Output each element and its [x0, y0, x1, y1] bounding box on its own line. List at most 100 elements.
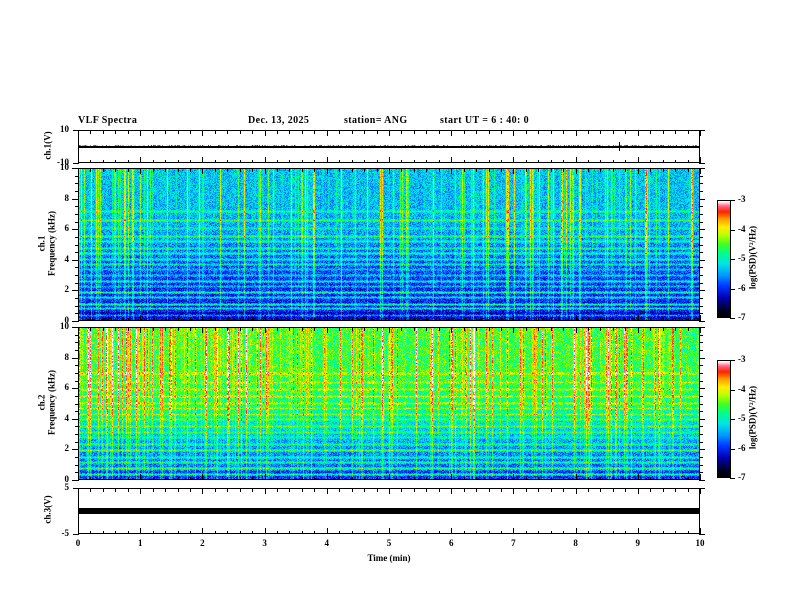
ytick-label: 4 — [64, 253, 70, 264]
y-tick — [74, 457, 78, 458]
x-tick — [438, 130, 440, 134]
x-tick — [650, 488, 652, 492]
x-tick — [687, 317, 689, 321]
panel-ylabel-channel: ch.1 — [36, 235, 47, 251]
y-tick — [699, 321, 705, 322]
x-tick — [351, 327, 353, 331]
y-tick — [699, 176, 703, 177]
x-tick — [252, 488, 254, 492]
x-tick — [289, 168, 291, 172]
x-tick — [413, 476, 415, 480]
x-tick — [314, 488, 316, 492]
x-tick — [314, 159, 316, 163]
x-tick — [426, 530, 428, 534]
x-tick — [364, 168, 366, 172]
x-tick — [376, 488, 378, 492]
x-tick — [500, 130, 502, 134]
y-tick — [74, 176, 78, 177]
x-tick — [189, 488, 191, 492]
y-tick — [74, 283, 78, 284]
colorbar-tick — [730, 200, 735, 201]
x-tick — [451, 130, 453, 136]
y-tick — [699, 404, 703, 405]
x-tick — [78, 168, 79, 174]
xtick-label: 3 — [262, 538, 267, 548]
x-tick — [401, 130, 403, 134]
x-tick — [277, 327, 279, 331]
figure-start-ut: start UT = 6 : 40: 0 — [440, 115, 530, 126]
x-tick — [301, 327, 303, 331]
x-tick — [451, 315, 453, 321]
x-tick — [451, 168, 453, 174]
x-tick — [326, 528, 328, 534]
x-tick — [637, 528, 639, 534]
x-tick — [165, 317, 167, 321]
colorbar-ch1-label: log(PSD)(V²/Hz) — [747, 225, 758, 290]
ytick-label: 2 — [64, 443, 70, 454]
x-tick — [289, 317, 291, 321]
x-tick — [90, 476, 92, 480]
x-tick — [339, 168, 341, 172]
y-tick — [74, 365, 78, 366]
x-tick — [364, 130, 366, 134]
x-tick — [438, 530, 440, 534]
x-tick — [351, 168, 353, 172]
x-tick — [264, 157, 266, 163]
x-tick — [252, 159, 254, 163]
x-tick — [637, 474, 639, 480]
y-tick — [699, 457, 703, 458]
x-tick — [277, 317, 279, 321]
x-tick — [563, 130, 565, 134]
x-tick — [127, 130, 129, 134]
x-tick — [389, 168, 390, 174]
x-tick — [214, 130, 216, 134]
x-tick — [177, 530, 179, 534]
y-tick — [74, 381, 78, 382]
x-tick — [376, 476, 378, 480]
x-tick — [78, 327, 79, 333]
y-tick — [72, 199, 78, 200]
xtick-label: 1 — [137, 538, 143, 548]
x-tick — [438, 168, 440, 172]
y-tick — [699, 442, 703, 443]
x-tick — [115, 130, 117, 134]
y-tick — [699, 342, 703, 343]
x-tick — [202, 130, 204, 136]
x-tick — [588, 130, 590, 134]
x-tick — [326, 327, 328, 333]
x-tick — [376, 317, 378, 321]
x-tick — [588, 168, 590, 172]
y-tick — [699, 283, 703, 284]
x-tick — [500, 317, 502, 321]
x-tick — [563, 159, 565, 163]
x-tick — [687, 488, 689, 492]
x-tick — [389, 327, 390, 333]
x-tick — [239, 327, 241, 331]
x-tick — [426, 327, 428, 331]
x-tick — [550, 168, 552, 172]
y-tick — [74, 313, 78, 314]
x-tick — [575, 315, 577, 321]
x-tick — [189, 530, 191, 534]
x-tick — [227, 317, 229, 321]
x-tick — [538, 476, 540, 480]
x-tick — [588, 159, 590, 163]
panel-ylabel-quantity: Frequency (kHz) — [46, 210, 57, 276]
colorbar-tick — [730, 230, 735, 231]
x-tick — [612, 130, 614, 134]
y-tick — [74, 275, 78, 276]
y-tick — [72, 449, 78, 450]
x-tick — [500, 476, 502, 480]
colorbar-ch1-gradient — [718, 201, 730, 317]
panel-ylabel-channel: ch.2 — [36, 394, 47, 410]
x-tick — [513, 528, 515, 534]
y-tick — [73, 534, 79, 535]
y-tick — [72, 168, 78, 169]
x-tick — [538, 317, 540, 321]
y-tick — [699, 214, 703, 215]
x-tick — [675, 530, 677, 534]
x-tick — [214, 530, 216, 534]
x-tick — [588, 530, 590, 534]
colorbar-tick-label: -3 — [738, 194, 746, 204]
x-tick — [687, 159, 689, 163]
